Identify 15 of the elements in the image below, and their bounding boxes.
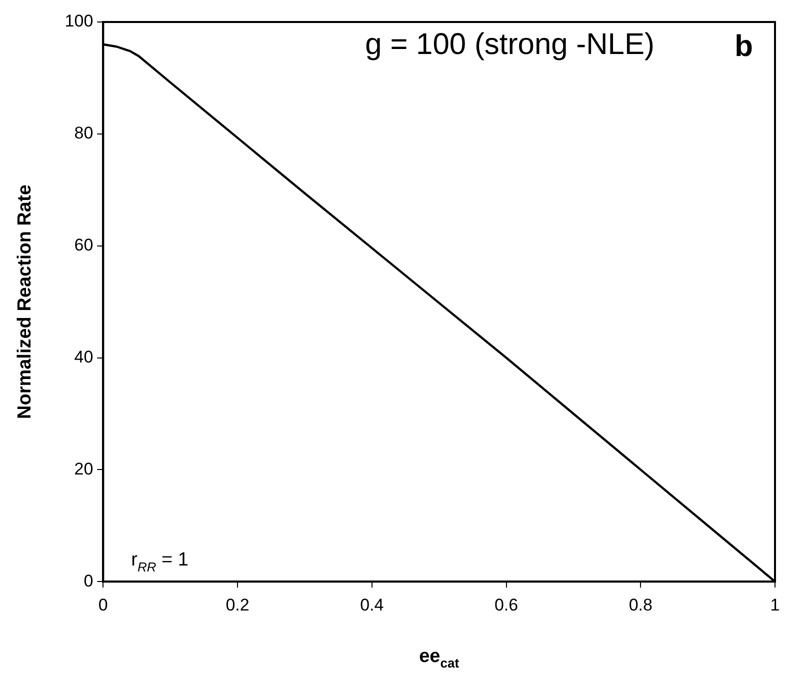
annotation: g = 100 (strong -NLE) <box>365 28 654 61</box>
y-tick-label: 0 <box>84 571 94 590</box>
x-tick-label: 0.4 <box>360 595 384 614</box>
x-tick-label: 0.2 <box>226 595 250 614</box>
y-tick-label: 60 <box>74 236 94 255</box>
y-axis-title: Normalized Reaction Rate <box>14 184 36 420</box>
y-tick-label: 80 <box>74 124 94 143</box>
y-tick-label: 100 <box>64 12 94 31</box>
annotation: b <box>734 30 754 63</box>
x-tick-label: 0.6 <box>494 595 518 614</box>
x-tick-label: 1 <box>770 595 780 614</box>
y-tick-label: 20 <box>74 459 94 478</box>
y-tick-label: 40 <box>74 347 94 366</box>
x-tick-label: 0 <box>98 595 108 614</box>
x-tick-label: 0.8 <box>628 595 652 614</box>
